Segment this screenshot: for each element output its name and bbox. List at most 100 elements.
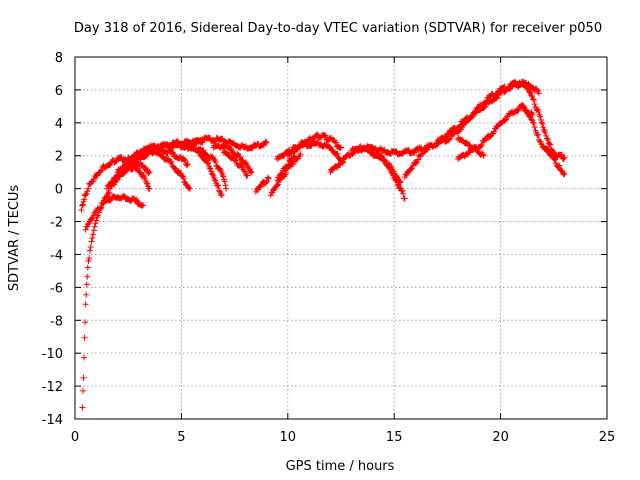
data-point [530,119,537,126]
data-point [220,173,227,180]
data-point [556,162,563,169]
data-point [478,141,485,148]
data-point [143,180,150,187]
data-point [446,135,453,142]
data-point [494,94,501,101]
data-point [145,169,152,176]
data-point [184,160,191,167]
data-point [234,150,241,157]
data-point [87,243,94,250]
data-point [338,144,344,151]
series-s6 [114,146,193,192]
data-point [81,334,88,341]
data-points [78,78,568,411]
y-tick-label: -14 [42,413,63,428]
data-point [482,103,489,110]
data-point [211,176,218,183]
data-point [385,160,392,167]
x-tick-label: 25 [599,430,616,445]
data-point [169,144,176,151]
data-point [215,182,222,189]
data-point [196,148,203,155]
data-point [409,164,416,171]
data-point [92,220,99,227]
data-point [139,202,146,209]
series-s26 [518,102,568,163]
data-point [146,185,153,192]
series-s11 [220,148,251,179]
data-point [398,187,405,194]
data-point [79,201,86,208]
data-point [537,113,544,120]
series-s14 [267,151,304,199]
y-tick-label: 8 [55,51,63,66]
data-point [401,195,408,202]
data-point [278,170,285,177]
data-point [221,178,228,185]
data-point [530,96,537,103]
data-point [491,128,498,135]
data-point [222,182,229,189]
data-point [83,291,90,298]
data-point [88,238,95,245]
data-point [214,182,221,189]
data-point [400,190,407,197]
series-s16 [284,139,347,166]
data-point [285,161,292,168]
data-point [408,165,415,172]
series-s24 [455,134,487,159]
data-point [333,139,340,146]
data-point [467,142,474,149]
data-point [540,126,547,133]
data-point [212,158,219,165]
data-point [79,387,86,394]
data-point [137,153,144,160]
data-point [86,255,93,262]
data-point [107,197,114,204]
data-point [550,148,557,155]
data-point [526,89,533,96]
data-point [540,124,547,131]
data-point [297,151,304,158]
y-tick-label: -6 [50,281,63,296]
data-point [142,164,149,171]
data-point [263,139,270,146]
series-s23 [455,102,536,163]
data-point [528,92,535,99]
data-point [133,197,140,204]
data-point [560,171,567,178]
data-point [182,157,189,164]
data-point [97,205,104,212]
data-point [85,185,92,192]
data-point [493,95,500,102]
data-point [90,227,97,234]
data-point [91,223,98,230]
data-point [561,154,568,161]
data-point [265,175,272,182]
data-point [98,167,105,174]
y-tick-label: -2 [50,216,63,231]
data-point [206,165,213,172]
data-point [207,166,214,173]
data-point [542,130,549,137]
data-point [106,162,113,169]
data-point [133,196,140,203]
data-point [78,207,85,214]
data-point [524,85,531,92]
data-point [396,184,403,191]
data-point [263,179,270,186]
data-point [140,202,147,209]
plot-frame [74,56,608,420]
axes: 0 5 10 15 20 25 -14 -12 -10 -8 -6 -4 -2 0 2 4 6 8 [42,51,616,445]
series-s8 [178,142,225,199]
data-point [97,204,104,211]
data-point [543,135,550,142]
data-point [186,185,193,192]
data-point [168,159,175,166]
data-point [200,147,207,154]
data-point [561,170,568,177]
y-tick-label: 2 [55,150,63,165]
data-point [180,175,187,182]
data-point [415,156,422,163]
